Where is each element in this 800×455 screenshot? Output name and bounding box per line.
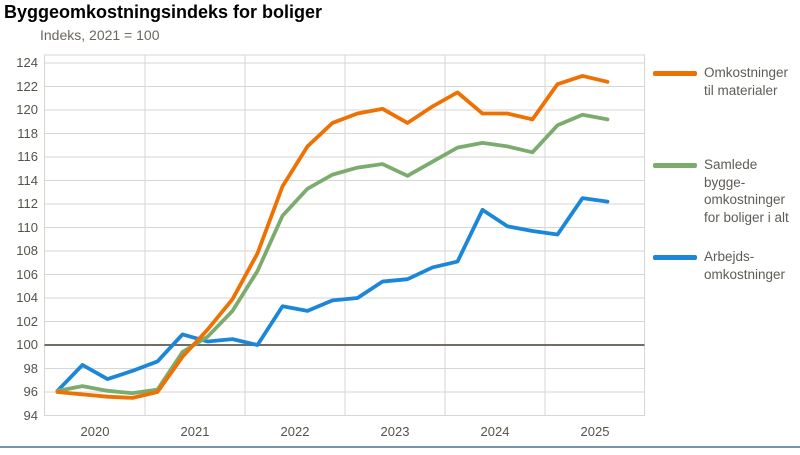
legend-item-total: Samlede bygge- omkostninger for boliger … xyxy=(653,156,789,226)
y-tick-label-96: 96 xyxy=(23,384,38,399)
y-tick-label-100: 100 xyxy=(16,337,38,352)
series-line-total xyxy=(55,112,610,396)
y-tick-label-104: 104 xyxy=(16,290,38,305)
chart-subtitle: Indeks, 2021 = 100 xyxy=(40,27,160,43)
legend-item-materials: Omkostninger til materialer xyxy=(653,64,788,99)
y-tick-label-108: 108 xyxy=(16,243,38,258)
y-tick-label-110: 110 xyxy=(17,219,38,235)
y-tick-label-122: 122 xyxy=(16,78,38,94)
y-tick-label-102: 102 xyxy=(16,313,38,329)
legend-label-labour: Arbejds- omkostninger xyxy=(704,249,786,282)
gridlines xyxy=(44,55,645,416)
y-tick-label-124: 124 xyxy=(16,55,38,70)
y-tick-label-112: 112 xyxy=(17,196,38,211)
x-tick-label-2021: 2021 xyxy=(180,424,210,439)
y-tick-label-114: 114 xyxy=(17,172,38,188)
y-tick-label-116: 116 xyxy=(17,149,38,164)
y-tick-label-106: 106 xyxy=(16,266,38,282)
x-tick-label-2020: 2020 xyxy=(80,424,110,439)
legend-swatch-materials-icon xyxy=(653,71,697,76)
x-tick-label-2023: 2023 xyxy=(380,424,410,439)
y-tick-label-120: 120 xyxy=(16,102,38,117)
y-tick-label-94: 94 xyxy=(23,407,38,423)
series-line-labour xyxy=(55,196,610,393)
series-line-materials xyxy=(55,74,610,400)
x-tick-label-2022: 2022 xyxy=(280,424,310,439)
legend-label-total: Samlede bygge- omkostninger for boliger … xyxy=(704,157,789,225)
x-tick-label-2025: 2025 xyxy=(580,424,610,439)
legend-label-materials: Omkostninger til materialer xyxy=(704,65,789,98)
chart-title: Byggeomkostningsindeks for boliger xyxy=(4,2,323,22)
plot-border xyxy=(44,54,645,416)
x-tick-label-2024: 2024 xyxy=(480,424,510,439)
y-tick-label-98: 98 xyxy=(23,360,38,376)
page-bottom-border xyxy=(0,446,800,448)
legend-swatch-labour-icon xyxy=(653,255,697,260)
legend-swatch-total-icon xyxy=(653,163,697,168)
y-tick-label-118: 118 xyxy=(17,125,38,141)
legend-item-labour: Arbejds- omkostninger xyxy=(653,248,785,283)
